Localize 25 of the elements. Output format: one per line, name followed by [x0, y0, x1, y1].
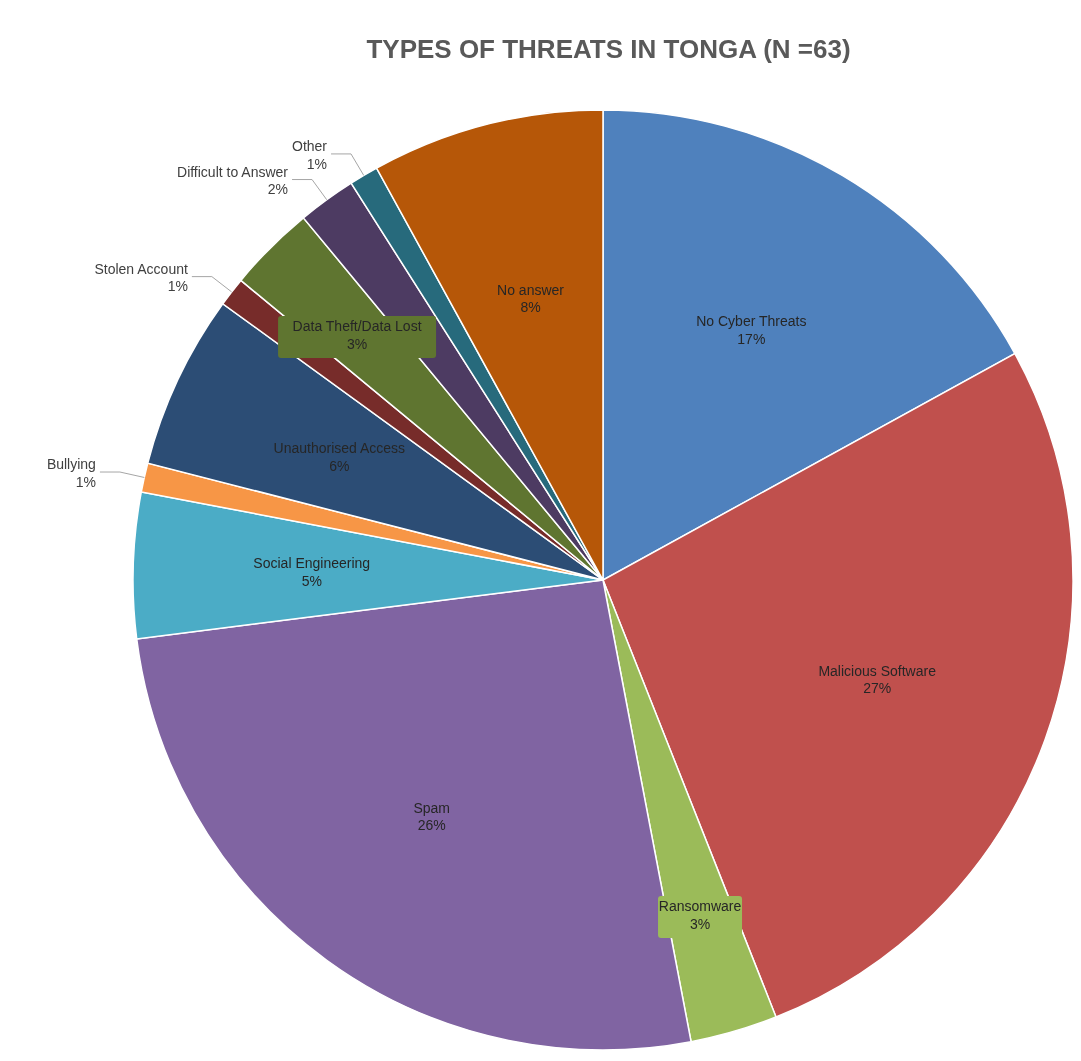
slice-label: No answer [497, 281, 565, 298]
slice-label: Difficult to Answer [177, 163, 289, 180]
slice-label: Data Theft/Data Lost [292, 318, 422, 335]
data-label: 2% [267, 181, 289, 198]
data-label: 27% [863, 680, 892, 697]
data-label: 26% [417, 817, 446, 834]
data-label: 1% [75, 473, 96, 490]
slice-label: Unauthorised Access [273, 440, 406, 457]
slice-label: Stolen Account [94, 260, 188, 277]
slice-label: Other [292, 138, 328, 155]
slice-label: No Cyber Threats [696, 313, 807, 330]
slice-label: Malicious Software [818, 662, 937, 679]
data-label: 6% [329, 457, 350, 474]
slice-label: Social Engineering [253, 555, 371, 572]
slice-label: Ransomware [658, 898, 742, 915]
chart-title: TYPES OF THREATS IN TONGA (N =63) [366, 34, 851, 64]
data-label: 17% [737, 330, 766, 347]
data-label: 1% [306, 155, 328, 172]
data-label: 8% [520, 299, 541, 316]
slice-label: Spam [413, 799, 451, 816]
data-label: 1% [167, 278, 188, 295]
data-label: 5% [301, 572, 322, 589]
data-label: 3% [689, 915, 711, 932]
slice-label: Bullying [46, 456, 96, 473]
data-label: 3% [346, 335, 368, 352]
